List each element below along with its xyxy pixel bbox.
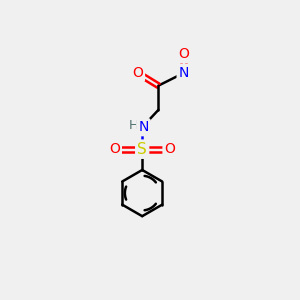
Text: O: O [132,66,143,80]
Text: H: H [129,119,138,132]
Text: N: N [178,66,189,80]
Text: S: S [137,142,147,157]
Text: O: O [164,142,175,156]
Text: N: N [138,120,148,134]
Text: O: O [109,142,120,156]
Text: O: O [178,47,189,61]
